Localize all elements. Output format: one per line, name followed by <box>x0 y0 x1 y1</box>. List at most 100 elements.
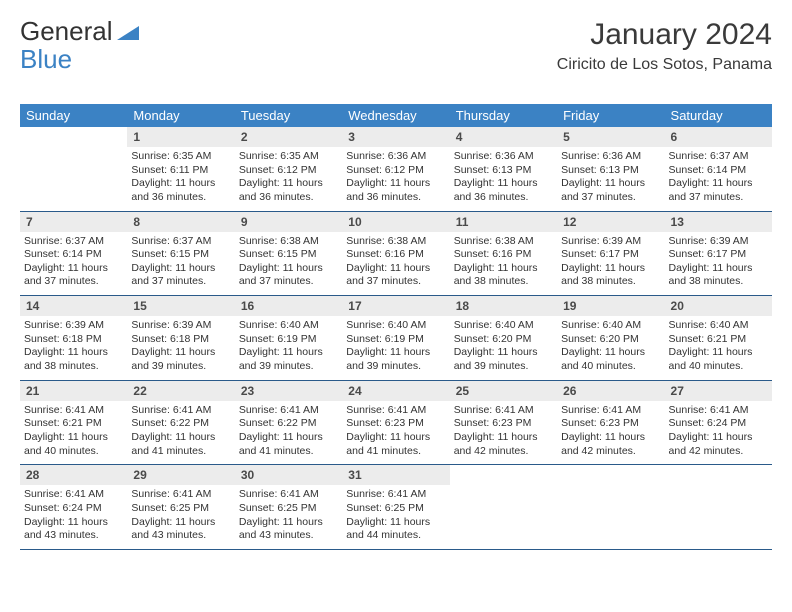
day-details: Sunrise: 6:41 AMSunset: 6:23 PMDaylight:… <box>454 404 553 459</box>
day-number <box>665 465 772 485</box>
day-cell: 25 Sunrise: 6:41 AMSunset: 6:23 PMDayligh… <box>450 381 557 465</box>
day-details: Sunrise: 6:37 AMSunset: 6:15 PMDaylight:… <box>131 235 230 290</box>
day-details: Sunrise: 6:41 AMSunset: 6:22 PMDaylight:… <box>239 404 338 459</box>
day-detail-line: Sunset: 6:19 PM <box>239 333 338 347</box>
day-cell <box>450 465 557 549</box>
day-cell: 26Sunrise: 6:41 AMSunset: 6:23 PMDayligh… <box>557 381 664 465</box>
day-detail-line: Daylight: 11 hours and 44 minutes. <box>346 516 445 543</box>
day-detail-line: Sunset: 6:22 PM <box>131 417 230 431</box>
day-number: 2 <box>235 127 342 147</box>
day-detail-line: Sunset: 6:13 PM <box>561 164 660 178</box>
day-detail-line: Daylight: 11 hours and 42 minutes. <box>669 431 768 458</box>
day-cell: 9Sunrise: 6:38 AMSunset: 6:15 PMDaylight… <box>235 212 342 296</box>
day-detail-line: Sunset: 6:20 PM <box>561 333 660 347</box>
day-number: 1 <box>127 127 234 147</box>
day-detail-line: Sunrise: 6:40 AM <box>454 319 553 333</box>
day-number: 29 <box>127 465 234 485</box>
day-detail-line: Sunset: 6:20 PM <box>454 333 553 347</box>
day-details: Sunrise: 6:36 AMSunset: 6:13 PMDaylight:… <box>561 150 660 205</box>
day-cell: 15 Sunrise: 6:39 AMSunset: 6:18 PMDayligh… <box>127 296 234 380</box>
day-number: 15 <box>127 296 234 316</box>
day-details: Sunrise: 6:41 AMSunset: 6:25 PMDaylight:… <box>239 488 338 543</box>
day-details: Sunrise: 6:36 AMSunset: 6:12 PMDaylight:… <box>346 150 445 205</box>
day-cell: 5 Sunrise: 6:36 AMSunset: 6:13 PMDaylight… <box>557 127 664 211</box>
day-number: 25 <box>450 381 557 401</box>
day-details: Sunrise: 6:39 AMSunset: 6:18 PMDaylight:… <box>24 319 123 374</box>
header: General January 2024 Ciricito de Los Sot… <box>20 18 772 74</box>
day-detail-line: Sunrise: 6:36 AM <box>454 150 553 164</box>
day-details: Sunrise: 6:40 AMSunset: 6:20 PMDaylight:… <box>561 319 660 374</box>
day-number <box>20 127 127 147</box>
day-detail-line: Daylight: 11 hours and 37 minutes. <box>561 177 660 204</box>
day-number: 8 <box>127 212 234 232</box>
day-details: Sunrise: 6:35 AMSunset: 6:11 PMDaylight:… <box>131 150 230 205</box>
day-detail-line: Sunset: 6:24 PM <box>669 417 768 431</box>
day-detail-line: Sunset: 6:14 PM <box>669 164 768 178</box>
day-detail-line: Sunset: 6:17 PM <box>561 248 660 262</box>
day-detail-line: Sunset: 6:23 PM <box>561 417 660 431</box>
day-number: 20 <box>665 296 772 316</box>
day-detail-line: Sunset: 6:13 PM <box>454 164 553 178</box>
day-detail-line: Daylight: 11 hours and 38 minutes. <box>24 346 123 373</box>
logo: General <box>20 18 141 44</box>
day-detail-line: Daylight: 11 hours and 37 minutes. <box>239 262 338 289</box>
day-details: Sunrise: 6:38 AMSunset: 6:16 PMDaylight:… <box>454 235 553 290</box>
day-number: 4 <box>450 127 557 147</box>
day-detail-line: Sunrise: 6:40 AM <box>239 319 338 333</box>
day-cell: 10Sunrise: 6:38 AMSunset: 6:16 PMDayligh… <box>342 212 449 296</box>
day-detail-line: Sunrise: 6:41 AM <box>239 404 338 418</box>
location-text: Ciricito de Los Sotos, Panama <box>557 56 772 74</box>
day-detail-line: Sunset: 6:15 PM <box>131 248 230 262</box>
day-detail-line: Sunset: 6:14 PM <box>24 248 123 262</box>
day-detail-line: Sunrise: 6:38 AM <box>239 235 338 249</box>
day-detail-line: Sunrise: 6:35 AM <box>131 150 230 164</box>
day-detail-line: Sunrise: 6:37 AM <box>669 150 768 164</box>
day-cell: 20Sunrise: 6:40 AMSunset: 6:21 PMDayligh… <box>665 296 772 380</box>
day-detail-line: Sunset: 6:19 PM <box>346 333 445 347</box>
day-cell <box>665 465 772 549</box>
day-number: 6 <box>665 127 772 147</box>
day-detail-line: Sunset: 6:16 PM <box>454 248 553 262</box>
day-detail-line: Sunrise: 6:41 AM <box>24 488 123 502</box>
day-cell: 11Sunrise: 6:38 AMSunset: 6:16 PMDayligh… <box>450 212 557 296</box>
day-cell: 27Sunrise: 6:41 AMSunset: 6:24 PMDayligh… <box>665 381 772 465</box>
day-number: 24 <box>342 381 449 401</box>
day-detail-line: Daylight: 11 hours and 37 minutes. <box>24 262 123 289</box>
day-number: 22 <box>127 381 234 401</box>
day-cell: 13Sunrise: 6:39 AMSunset: 6:17 PMDayligh… <box>665 212 772 296</box>
day-cell <box>557 465 664 549</box>
day-number: 18 <box>450 296 557 316</box>
logo-triangle-icon <box>117 18 139 44</box>
day-cell: 22Sunrise: 6:41 AMSunset: 6:22 PMDayligh… <box>127 381 234 465</box>
day-details: Sunrise: 6:41 AMSunset: 6:25 PMDaylight:… <box>131 488 230 543</box>
day-detail-line: Daylight: 11 hours and 37 minutes. <box>669 177 768 204</box>
day-number: 5 <box>557 127 664 147</box>
day-number: 16 <box>235 296 342 316</box>
weekday-header: Monday <box>127 104 234 127</box>
day-detail-line: Sunrise: 6:35 AM <box>239 150 338 164</box>
day-detail-line: Sunrise: 6:41 AM <box>131 488 230 502</box>
day-detail-line: Daylight: 11 hours and 39 minutes. <box>239 346 338 373</box>
day-detail-line: Sunrise: 6:41 AM <box>669 404 768 418</box>
day-detail-line: Daylight: 11 hours and 38 minutes. <box>454 262 553 289</box>
day-detail-line: Sunset: 6:22 PM <box>239 417 338 431</box>
weekday-header-row: SundayMondayTuesdayWednesdayThursdayFrid… <box>20 104 772 127</box>
day-details: Sunrise: 6:39 AMSunset: 6:18 PMDaylight:… <box>131 319 230 374</box>
day-detail-line: Daylight: 11 hours and 36 minutes. <box>239 177 338 204</box>
day-detail-line: Daylight: 11 hours and 37 minutes. <box>346 262 445 289</box>
day-number: 3 <box>342 127 449 147</box>
day-details: Sunrise: 6:41 AMSunset: 6:24 PMDaylight:… <box>24 488 123 543</box>
day-cell: 8 Sunrise: 6:37 AMSunset: 6:15 PMDaylight… <box>127 212 234 296</box>
title-block: January 2024 Ciricito de Los Sotos, Pana… <box>557 18 772 74</box>
day-cell: 1 Sunrise: 6:35 AMSunset: 6:11 PMDaylight… <box>127 127 234 211</box>
day-detail-line: Sunrise: 6:37 AM <box>131 235 230 249</box>
day-details: Sunrise: 6:39 AMSunset: 6:17 PMDaylight:… <box>561 235 660 290</box>
day-details: Sunrise: 6:38 AMSunset: 6:15 PMDaylight:… <box>239 235 338 290</box>
day-number <box>450 465 557 485</box>
day-cell: 28Sunrise: 6:41 AMSunset: 6:24 PMDayligh… <box>20 465 127 549</box>
day-detail-line: Sunrise: 6:40 AM <box>561 319 660 333</box>
day-details: Sunrise: 6:37 AMSunset: 6:14 PMDaylight:… <box>24 235 123 290</box>
day-detail-line: Daylight: 11 hours and 41 minutes. <box>346 431 445 458</box>
day-cell: 31Sunrise: 6:41 AMSunset: 6:25 PMDayligh… <box>342 465 449 549</box>
day-detail-line: Sunset: 6:16 PM <box>346 248 445 262</box>
